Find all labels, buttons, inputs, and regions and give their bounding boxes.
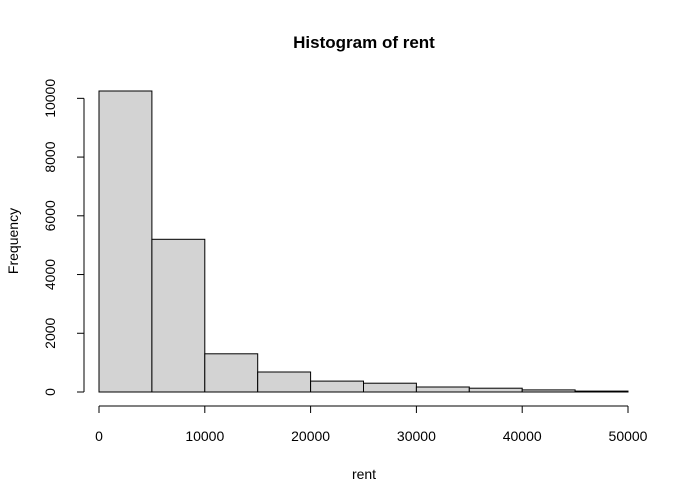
x-axis-label: rent xyxy=(352,466,376,482)
y-tick-label-2: 4000 xyxy=(42,259,58,290)
histogram-bar-7 xyxy=(468,387,523,393)
x-tick-label-2: 20000 xyxy=(291,428,330,444)
x-tick-label-4: 40000 xyxy=(503,428,542,444)
histogram-bar-5 xyxy=(363,382,417,393)
bars-group xyxy=(98,90,629,393)
histogram-bar-6 xyxy=(415,386,470,393)
y-tick-label-1: 2000 xyxy=(42,317,58,348)
y-tick-label-0: 0 xyxy=(42,388,58,396)
x-tick-label-0: 0 xyxy=(95,428,103,444)
y-tick-label-4: 8000 xyxy=(42,141,58,172)
x-tick-label-5: 50000 xyxy=(609,428,648,444)
y-tick-label-5: 10000 xyxy=(42,79,58,118)
y-axis-label: Frequency xyxy=(5,208,21,274)
histogram-bar-1 xyxy=(151,238,206,393)
y-axis: 0 2000 4000 6000 8000 10000 xyxy=(42,79,85,396)
histogram-bar-8 xyxy=(521,389,576,393)
x-axis: 0 10000 20000 30000 40000 50000 xyxy=(95,405,648,444)
histogram-bar-9 xyxy=(574,390,629,393)
histogram-bar-2 xyxy=(204,353,259,393)
chart-title: Histogram of rent xyxy=(293,33,435,52)
x-tick-label-3: 30000 xyxy=(397,428,436,444)
x-tick-label-1: 10000 xyxy=(185,428,224,444)
histogram-bar-3 xyxy=(257,371,312,393)
histogram-bar-4 xyxy=(310,380,365,393)
histogram-bar-0 xyxy=(98,90,153,393)
y-tick-label-3: 6000 xyxy=(42,200,58,231)
